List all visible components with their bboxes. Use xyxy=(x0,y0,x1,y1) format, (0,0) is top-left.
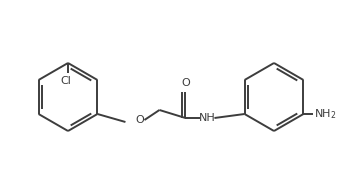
Text: O: O xyxy=(181,78,190,88)
Text: NH$_2$: NH$_2$ xyxy=(315,107,337,121)
Text: NH: NH xyxy=(199,113,216,123)
Text: Cl: Cl xyxy=(61,76,71,86)
Text: O: O xyxy=(135,115,144,125)
